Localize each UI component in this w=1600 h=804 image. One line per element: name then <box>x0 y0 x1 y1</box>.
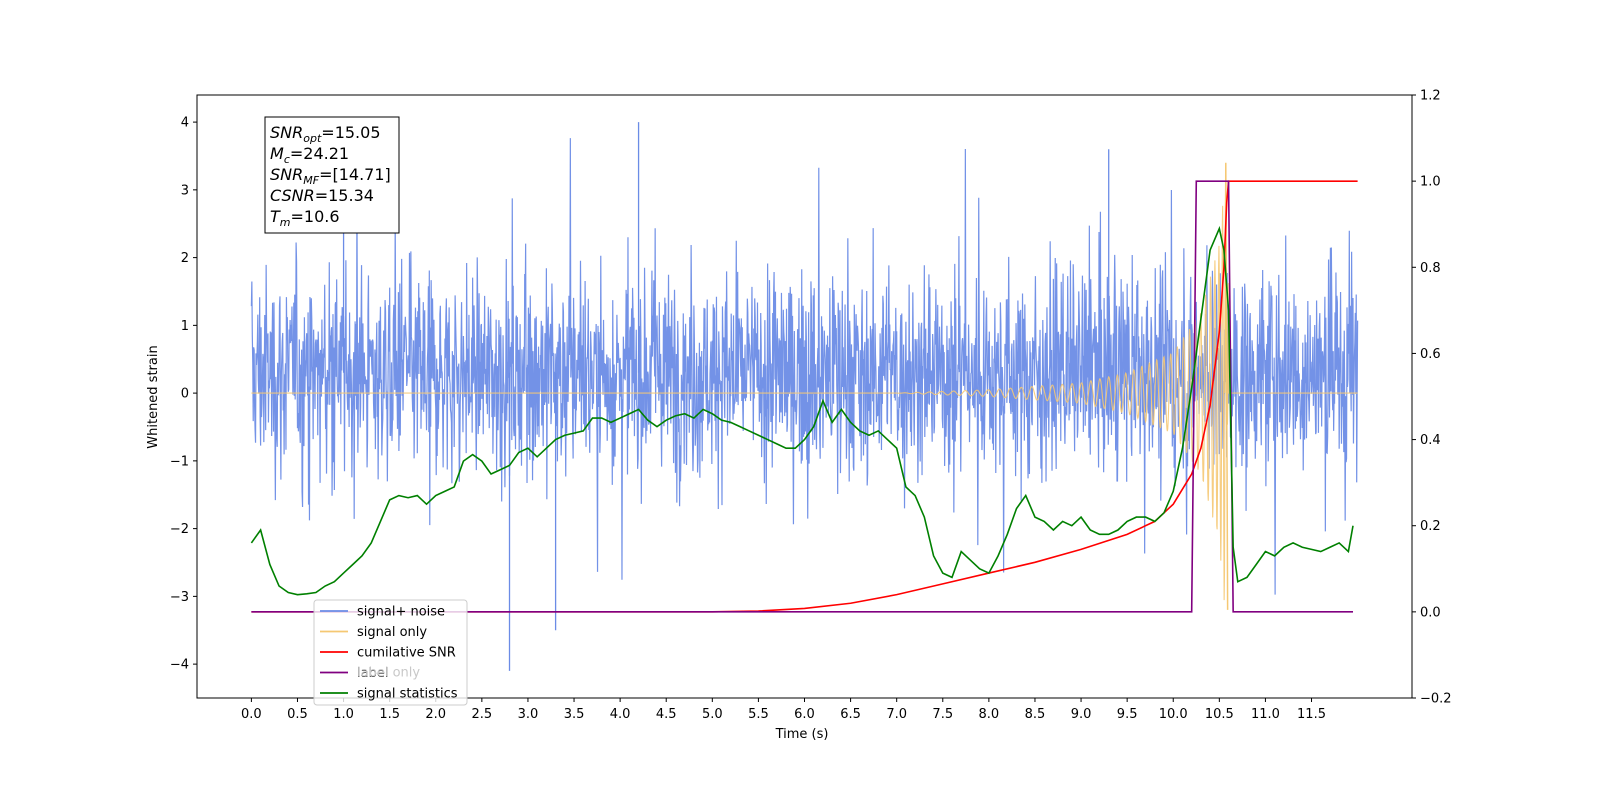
y-left-tick-label: −4 <box>170 658 189 673</box>
legend-label: signal statistics <box>357 687 458 702</box>
y-right-tick-label: 0.0 <box>1420 605 1441 620</box>
x-tick-label: 2.5 <box>472 707 493 722</box>
x-tick-label: 4.0 <box>610 707 631 722</box>
series-cumilative-snr-line <box>251 180 1358 613</box>
x-tick-label: 7.5 <box>932 707 953 722</box>
x-tick-label: 6.0 <box>794 707 815 722</box>
x-tick-label: 3.5 <box>564 707 585 722</box>
annotation-line: CSNR=15.34 <box>270 186 374 205</box>
x-tick-label: 0.5 <box>287 707 308 722</box>
y-left-tick-label: 2 <box>181 251 189 266</box>
annotation-line: SNRMF=[14.71] <box>270 165 391 187</box>
series-signal-only-merger <box>1224 162 1229 610</box>
y-left-tick-label: −3 <box>170 590 189 605</box>
y-left-tick-label: −1 <box>170 454 189 469</box>
x-tick-label: 2.0 <box>425 707 446 722</box>
axes: 0.0 0.5 1.0 1.5 2.0 2.5 3.0 3.5 4.0 4.5 5.0 5.5 6.0 6… <box>170 89 1452 723</box>
y-right-tick-label: −0.2 <box>1420 692 1452 707</box>
legend: signal+ noise signal only cumilative SNR la… <box>313 599 468 706</box>
annotation-line: Tm=10.6 <box>270 207 340 229</box>
annotation-line: Mc=24.21 <box>270 144 349 166</box>
y-left-tick-label: 0 <box>181 387 189 402</box>
x-tick-label: 5.0 <box>702 707 723 722</box>
x-tick-label: 3.0 <box>518 707 539 722</box>
legend-label: label <box>357 666 388 681</box>
x-tick-label: 1.5 <box>379 707 400 722</box>
y-left-tick-label: −2 <box>170 522 189 537</box>
x-tick-label: 1.0 <box>333 707 354 722</box>
x-tick-label: 5.5 <box>748 707 769 722</box>
annotation-frame <box>264 116 400 234</box>
y-right-tick-label: 0.8 <box>1420 261 1441 276</box>
y-right-tick-label: 0.2 <box>1420 519 1441 534</box>
y-left-tick-label: 4 <box>181 116 189 131</box>
legend-frame <box>313 599 468 706</box>
x-tick-label: 11.5 <box>1297 707 1326 722</box>
x-tick-label: 7.0 <box>886 707 907 722</box>
plot-area <box>250 122 1359 671</box>
x-tick-label: 8.5 <box>1025 707 1046 722</box>
series-signal-only-line <box>251 176 1358 601</box>
y-right-tick-label: 0.4 <box>1420 433 1441 448</box>
legend-label: signal+ noise <box>357 605 445 620</box>
x-axis-label: Time (s) <box>775 727 829 742</box>
x-tick-label: 8.0 <box>979 707 1000 722</box>
x-tick-label: 9.5 <box>1117 707 1138 722</box>
annotation-box: SNRopt=15.05Mc=24.21SNRMF=[14.71]CSNR=15… <box>264 116 400 234</box>
y-axis-label: Whitened strain <box>146 345 161 448</box>
series-signal-statistics-line <box>250 225 1354 596</box>
plot-frame <box>196 94 1413 699</box>
x-tick-label: 11.0 <box>1251 707 1280 722</box>
annotation-line: SNRopt=15.05 <box>270 123 381 145</box>
series-label-line <box>251 180 1353 613</box>
legend-label: cumilative SNR <box>357 646 456 661</box>
legend-label-faded: label only <box>357 666 420 681</box>
x-tick-label: 0.0 <box>241 707 262 722</box>
x-tick-label: 6.5 <box>840 707 861 722</box>
y-right-tick-label: 0.6 <box>1420 347 1441 362</box>
x-tick-label: 4.5 <box>656 707 677 722</box>
y-right-tick-label: 1.0 <box>1420 175 1441 190</box>
y-right-tick-label: 1.2 <box>1420 89 1441 104</box>
x-tick-label: 9.0 <box>1071 707 1092 722</box>
series-signal-noise-line <box>250 138 1359 595</box>
y-left-tick-label: 1 <box>181 319 189 334</box>
x-tick-label: 10.0 <box>1159 707 1188 722</box>
x-tick-label: 10.5 <box>1205 707 1234 722</box>
y-left-tick-label: 3 <box>181 183 189 198</box>
legend-label: signal only <box>357 625 427 640</box>
